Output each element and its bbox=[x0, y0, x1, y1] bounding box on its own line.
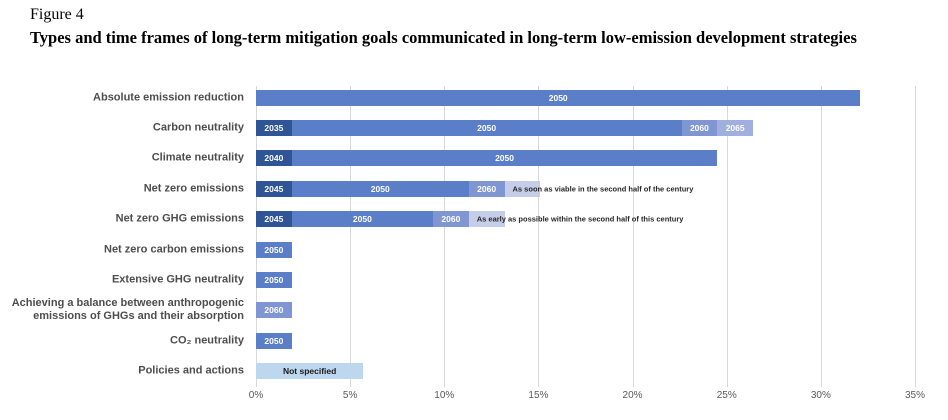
x-tick-label: 20% bbox=[622, 390, 643, 401]
bar-segment: As early as possible within the second h… bbox=[468, 211, 683, 228]
bar-segment: 2045 bbox=[256, 180, 292, 197]
gridline bbox=[726, 86, 728, 387]
segment-label: 2050 bbox=[264, 335, 284, 346]
category-label: CO₂ neutrality bbox=[170, 334, 244, 347]
segment-label: 2050 bbox=[264, 244, 284, 255]
segment-label: 2050 bbox=[264, 274, 284, 285]
bar-segment: 2050 bbox=[291, 211, 433, 228]
category-label: Policies and actions bbox=[138, 364, 244, 377]
gridline bbox=[538, 86, 540, 387]
category-label: Climate neutrality bbox=[151, 151, 244, 164]
bar-segment: 2035 bbox=[256, 119, 292, 136]
category-label: Net zero emissions bbox=[143, 182, 244, 195]
bar-segment: 2050 bbox=[256, 332, 292, 349]
bar-row: Not specified bbox=[256, 363, 364, 380]
figure-number: Figure 4 bbox=[30, 6, 84, 23]
segment-label: 2060 bbox=[264, 305, 284, 316]
segment-label: 2060 bbox=[441, 214, 461, 225]
category-axis: Absolute emission reduction Carbon neutra… bbox=[0, 86, 250, 387]
bar-segment: 2050 bbox=[256, 271, 292, 288]
segment-label: 2045 bbox=[264, 183, 284, 194]
bar-row: 2045 2050 2060 As soon as viable in the sec… bbox=[256, 180, 693, 197]
segment-label: 2050 bbox=[370, 183, 390, 194]
bar-segment: 2040 bbox=[256, 150, 292, 167]
category-label: Net zero carbon emissions bbox=[104, 243, 244, 255]
gridline bbox=[444, 86, 446, 387]
segment-label: 2065 bbox=[725, 122, 745, 133]
category-label: Absolute emission reduction bbox=[93, 91, 244, 103]
bar-segment: 2050 bbox=[291, 119, 682, 136]
bar-segment: 2050 bbox=[291, 180, 469, 197]
category-label: Carbon neutrality bbox=[152, 121, 244, 134]
bar-segment: 2050 bbox=[256, 241, 292, 258]
x-tick-label: 5% bbox=[342, 390, 358, 401]
gridline bbox=[350, 86, 352, 387]
category-label: Net zero GHG emissions bbox=[115, 212, 244, 225]
segment-label: 2060 bbox=[689, 122, 709, 133]
segment-label: 2050 bbox=[548, 92, 568, 103]
figure-title: Types and time frames of long-term mitig… bbox=[30, 28, 857, 47]
bar-segment: 2050 bbox=[256, 89, 861, 106]
segment-label: 2050 bbox=[477, 122, 497, 133]
bar-row: 2045 2050 2060 As early as possible within … bbox=[256, 211, 683, 228]
bar-segment: 2060 bbox=[681, 119, 718, 136]
x-tick-label: 10% bbox=[434, 390, 455, 401]
segment-label: 2060 bbox=[477, 183, 497, 194]
segment-label: 2050 bbox=[495, 153, 514, 164]
x-tick-label: 35% bbox=[904, 390, 926, 401]
segment-label: 2040 bbox=[264, 153, 284, 164]
bar-segment: 2065 bbox=[717, 119, 754, 136]
segment-label: 2050 bbox=[352, 214, 372, 225]
bar-segment: As soon as viable in the second half of … bbox=[504, 180, 693, 197]
segment-label: Not specified bbox=[282, 366, 337, 377]
x-tick-label: 30% bbox=[810, 390, 831, 401]
plot-area: 2050 2035 2050 2060 2065 2040 2050 2045 2050 2060… bbox=[256, 86, 916, 387]
bar-row: 2035 2050 2060 2065 bbox=[256, 119, 754, 136]
gridline bbox=[820, 86, 822, 387]
gridline bbox=[632, 86, 634, 387]
x-tick-label: 15% bbox=[528, 390, 549, 401]
bar-annotation: As soon as viable in the second half of … bbox=[512, 184, 694, 194]
gridline bbox=[256, 86, 257, 387]
category-label: Achieving a balance between anthropogeni… bbox=[11, 297, 244, 323]
bar-row: 2050 bbox=[256, 271, 292, 288]
gridline bbox=[915, 86, 916, 387]
bar-annotation: As early as possible within the second h… bbox=[476, 214, 684, 224]
bar-row: 2050 bbox=[256, 241, 292, 258]
bar-segment: 2045 bbox=[256, 211, 292, 228]
bar-row: 2050 bbox=[256, 332, 292, 349]
segment-label: 2045 bbox=[264, 214, 284, 225]
bar-segment: Not specified bbox=[256, 363, 364, 380]
x-axis: 0% 5% 10% 15% 20% 25% 30% 35% bbox=[249, 390, 925, 404]
category-label: Extensive GHG neutrality bbox=[111, 273, 244, 286]
bar-row: 2050 bbox=[256, 89, 861, 106]
bar-row: 2040 2050 bbox=[256, 150, 718, 167]
bar-row: 2060 bbox=[256, 302, 292, 319]
bar-segment: 2060 bbox=[256, 302, 292, 319]
bar-segment: 2060 bbox=[432, 211, 469, 228]
bar-segment: 2060 bbox=[468, 180, 505, 197]
x-tick-label: 0% bbox=[248, 390, 264, 401]
segment-label: 2035 bbox=[264, 122, 284, 133]
x-tick-label: 25% bbox=[716, 390, 737, 401]
bar-segment: 2050 bbox=[291, 150, 718, 167]
